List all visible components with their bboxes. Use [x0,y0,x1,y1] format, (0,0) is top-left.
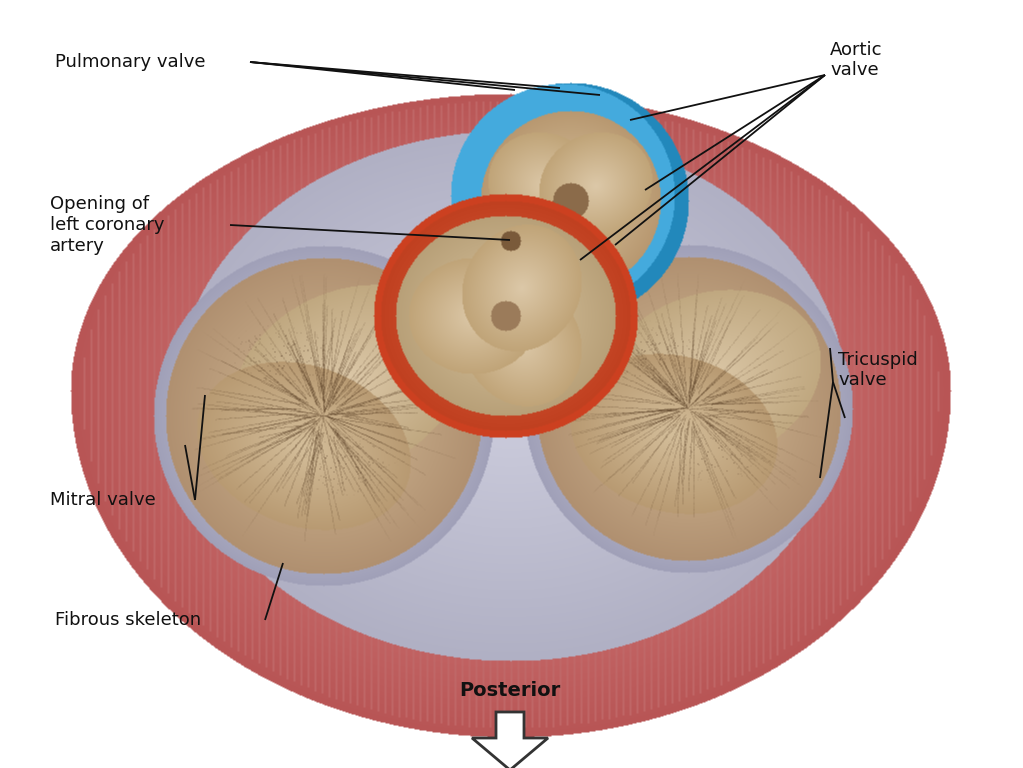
Text: Mitral valve: Mitral valve [50,491,155,509]
Polygon shape [472,712,548,768]
Text: Opening of
left coronary
artery: Opening of left coronary artery [50,195,165,255]
Text: Posterior: Posterior [459,680,561,700]
Text: Fibrous skeleton: Fibrous skeleton [55,611,202,629]
Text: Pulmonary valve: Pulmonary valve [55,53,206,71]
Text: Tricuspid
valve: Tricuspid valve [838,351,918,389]
Text: Aortic
valve: Aortic valve [830,41,883,79]
